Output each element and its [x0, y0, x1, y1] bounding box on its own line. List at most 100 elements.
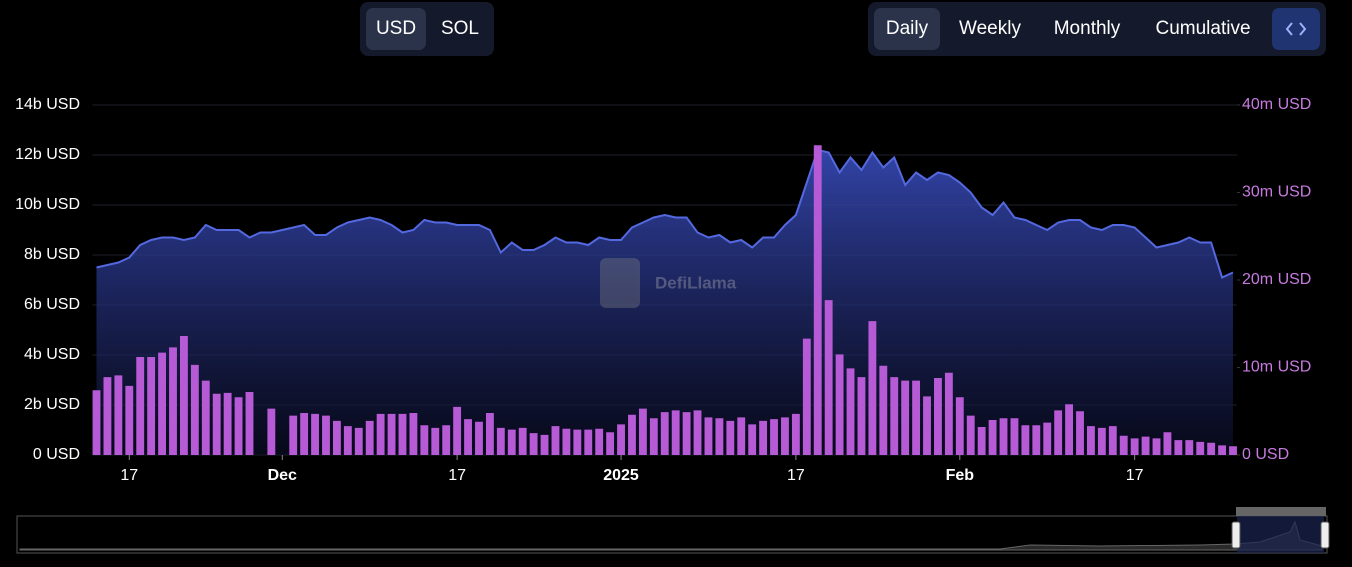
monthly-label[interactable]: Monthly — [1054, 18, 1121, 39]
daily-button[interactable] — [874, 8, 940, 50]
watermark: DefiLlama — [600, 258, 737, 308]
bar — [212, 393, 221, 455]
bar — [1174, 440, 1183, 455]
bar — [431, 427, 440, 455]
bar — [835, 354, 844, 455]
y-tick-label: 10b USD — [15, 196, 80, 213]
bar — [682, 412, 691, 455]
bar — [376, 413, 385, 455]
bar — [136, 357, 145, 455]
bar — [92, 390, 101, 455]
bar — [453, 406, 462, 455]
bar — [934, 378, 942, 455]
bar — [354, 427, 363, 455]
bar — [912, 380, 921, 455]
sol-label[interactable]: SOL — [441, 18, 479, 39]
bar — [737, 417, 746, 455]
y2-tick-label: 20m USD — [1242, 271, 1311, 288]
line — [96, 148, 1234, 279]
bar — [147, 357, 156, 455]
bar — [595, 428, 604, 455]
bar — [300, 413, 309, 455]
bar — [1119, 435, 1128, 455]
bar — [387, 413, 396, 455]
bar — [475, 421, 483, 455]
bar — [1152, 438, 1161, 455]
usd-label[interactable]: USD — [376, 18, 416, 39]
y-tick-label: 4b USD — [24, 346, 80, 363]
bar — [1032, 425, 1041, 455]
embed-button[interactable] — [1272, 8, 1320, 50]
bar — [551, 426, 560, 455]
bar — [748, 424, 757, 455]
bar — [179, 336, 188, 455]
plot: 0 USD 2b USD 4b USD 6b USD 8b USD 10b USD 12b … — [15, 96, 1311, 484]
bar — [1010, 418, 1019, 455]
bar — [442, 425, 451, 455]
bar — [289, 415, 298, 455]
bar — [879, 365, 888, 455]
bar — [1021, 425, 1030, 455]
bar — [638, 408, 647, 455]
bar — [322, 415, 330, 455]
bar — [1130, 438, 1139, 455]
navigator-handle[interactable] — [1231, 521, 1241, 549]
y-tick-label: 6b USD — [24, 296, 80, 313]
bar — [781, 417, 789, 455]
bar — [584, 429, 593, 455]
x-tick-label: 17 — [448, 467, 466, 484]
navigator-handle[interactable] — [1320, 521, 1330, 549]
navigator-scroll[interactable] — [1236, 507, 1326, 516]
bar — [1229, 446, 1237, 455]
bar — [813, 145, 822, 455]
bar — [496, 427, 505, 455]
bar — [770, 419, 778, 455]
bar — [901, 380, 910, 455]
bar — [966, 415, 975, 455]
bar — [332, 420, 341, 455]
embed-icon — [1285, 22, 1307, 36]
bar — [649, 418, 658, 455]
watermark-text: DefiLlama — [655, 273, 737, 292]
bar — [573, 429, 582, 455]
navigator — [16, 507, 1330, 554]
bar — [868, 321, 877, 455]
bar — [114, 375, 123, 455]
bar — [617, 424, 625, 455]
bar — [660, 412, 669, 455]
cumulative-label[interactable]: Cumulative — [1155, 18, 1250, 39]
weekly-label[interactable]: Weekly — [959, 18, 1021, 39]
bar — [944, 372, 953, 455]
daily-label[interactable]: Daily — [886, 18, 929, 39]
bar — [365, 420, 374, 455]
bar — [606, 432, 615, 455]
bar — [311, 413, 319, 455]
bar — [802, 338, 811, 455]
currency-toggle: USD SOL — [360, 2, 494, 56]
bar — [628, 414, 636, 455]
y2-tick-label: 10m USD — [1242, 359, 1311, 376]
x-tick-label: Dec — [268, 467, 297, 484]
bar — [507, 429, 516, 455]
bar — [103, 377, 112, 455]
bar — [759, 420, 768, 455]
bar — [158, 352, 167, 455]
x-tick-label: 17 — [120, 467, 138, 484]
bar — [693, 410, 702, 455]
bar — [190, 364, 199, 455]
bar — [846, 368, 855, 455]
x-tick-label: 17 — [787, 467, 805, 484]
y-tick-label: 8b USD — [24, 246, 80, 263]
bar — [1076, 411, 1084, 455]
period-toggle: Daily Weekly Monthly Cumulative — [868, 2, 1326, 56]
navigator-line — [19, 520, 1323, 551]
usd-button[interactable] — [366, 8, 426, 50]
bar — [1207, 442, 1216, 455]
navigator-selection[interactable] — [1237, 516, 1324, 553]
bar — [857, 377, 866, 455]
bar — [1097, 427, 1106, 455]
bar — [1196, 441, 1205, 455]
x-tick-label: Feb — [946, 467, 975, 484]
